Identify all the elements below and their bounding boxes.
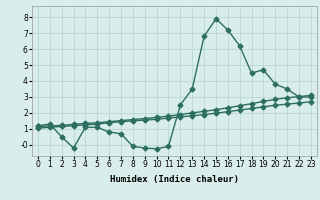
X-axis label: Humidex (Indice chaleur): Humidex (Indice chaleur) <box>110 175 239 184</box>
